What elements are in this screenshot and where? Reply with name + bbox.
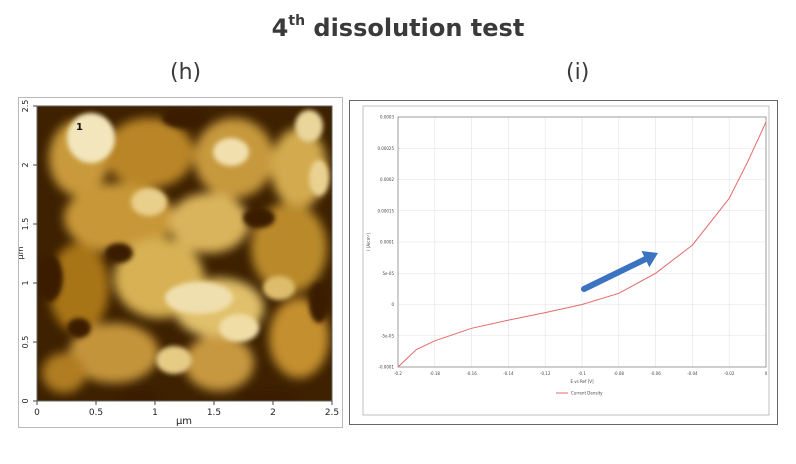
chart-y-tick-label: 0 bbox=[391, 302, 394, 307]
chart-y-tick-label: 0.00025 bbox=[377, 146, 394, 151]
chart-y-tick-label: -0.0001 bbox=[379, 365, 395, 370]
trend-arrow bbox=[581, 251, 658, 292]
afm-topography-panel: 1 0 0.5 1 1.5 2 2.5 0 0.5 1 1.5 2 2.5 µm µm bbox=[18, 97, 343, 428]
chart-x-axis: -0.2 -0.18 -0.16 -0.14 -0.12 -0.1 -0.08 -0.06 -0… bbox=[394, 371, 768, 376]
chart-x-axis-label: E vs Ref [V] bbox=[570, 379, 594, 384]
title-number: 4 bbox=[271, 14, 289, 42]
title-superscript: th bbox=[288, 13, 306, 29]
chart-y-axis: 0.0003 0.00025 0.0002 0.00015 0.0001 5e-05 0 -5… bbox=[377, 115, 394, 370]
polarization-curve-panel: -0.2 -0.18 -0.16 -0.14 -0.12 -0.1 -0.08 -0.06 -0… bbox=[349, 100, 778, 425]
chart-x-tick-label: -0.16 bbox=[466, 371, 477, 376]
afm-y-tick-label: 2 bbox=[21, 162, 30, 167]
afm-x-tick-label: 0.5 bbox=[89, 408, 103, 418]
chart-x-tick-label: -0.14 bbox=[503, 371, 514, 376]
afm-y-tick-label: 0.5 bbox=[21, 336, 30, 349]
chart-y-tick-label: 0.0003 bbox=[380, 115, 394, 120]
chart-y-tick-label: 5e-05 bbox=[382, 271, 394, 276]
afm-y-axis: 0 0.5 1 1.5 2 2.5 bbox=[21, 100, 37, 404]
afm-marker-label: 1 bbox=[76, 122, 83, 133]
chart-y-tick-label: 0.0002 bbox=[380, 177, 394, 182]
chart-y-tick-label: 0.0001 bbox=[380, 240, 394, 245]
chart-x-tick-label: -0.2 bbox=[394, 371, 402, 376]
afm-y-tick-label: 1.5 bbox=[21, 218, 30, 231]
afm-topography-image: 1 0 0.5 1 1.5 2 2.5 0 0.5 1 1.5 2 2.5 µm µm bbox=[19, 100, 339, 427]
afm-x-tick-label: 2 bbox=[270, 408, 276, 418]
chart-y-axis-label: I [A/cm²] bbox=[366, 233, 371, 251]
afm-x-tick-label: 2.5 bbox=[325, 408, 339, 418]
afm-y-tick-label: 0 bbox=[21, 398, 30, 403]
chart-x-tick-label: -0.04 bbox=[687, 371, 698, 376]
chart-y-tick-label: -5e-05 bbox=[381, 333, 394, 338]
chart-grid bbox=[397, 116, 767, 368]
afm-y-axis-label: µm bbox=[19, 246, 25, 259]
afm-grains bbox=[37, 108, 329, 401]
current-density-line bbox=[397, 121, 767, 368]
afm-x-tick-label: 1 bbox=[152, 408, 158, 418]
trend-arrow-head bbox=[641, 251, 658, 268]
chart-x-tick-label: -0.12 bbox=[540, 371, 551, 376]
afm-map-border bbox=[36, 105, 333, 402]
chart-x-tick-label: -0.08 bbox=[614, 371, 625, 376]
afm-x-axis: 0 0.5 1 1.5 2 2.5 bbox=[34, 401, 339, 418]
afm-y-tick-label: 2.5 bbox=[21, 100, 30, 113]
afm-x-tick-label: 1.5 bbox=[207, 408, 221, 418]
chart-x-tick-label: -0.06 bbox=[650, 371, 661, 376]
chart-x-tick-label: -0.1 bbox=[578, 371, 586, 376]
title-text: dissolution test bbox=[305, 14, 525, 42]
plot-area-border bbox=[397, 116, 767, 368]
polarization-curve-chart: -0.2 -0.18 -0.16 -0.14 -0.12 -0.1 -0.08 -0.06 -0… bbox=[362, 105, 770, 416]
afm-y-tick-label: 1 bbox=[21, 280, 30, 285]
chart-legend: Current Density bbox=[556, 391, 603, 396]
chart-y-tick-label: 0.00015 bbox=[377, 208, 394, 213]
chart-outer-frame bbox=[362, 105, 770, 416]
chart-x-tick-label: 0 bbox=[765, 371, 768, 376]
legend-label-current-density: Current Density bbox=[571, 391, 603, 396]
panel-label-i: (i) bbox=[566, 60, 590, 85]
chart-x-tick-label: -0.02 bbox=[724, 371, 735, 376]
panel-label-h: (h) bbox=[170, 60, 202, 85]
afm-x-axis-label: µm bbox=[176, 416, 192, 427]
chart-x-tick-label: -0.18 bbox=[430, 371, 441, 376]
afm-x-tick-label: 0 bbox=[34, 408, 40, 418]
figure-title: 4th dissolution test bbox=[0, 13, 796, 42]
trend-arrow-shaft bbox=[581, 254, 653, 292]
